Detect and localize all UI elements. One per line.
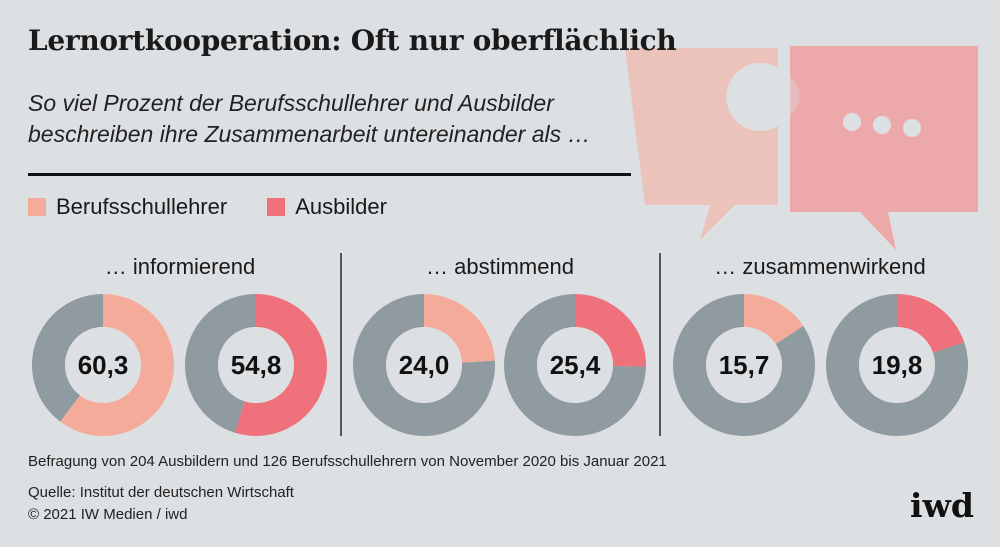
legend-swatch-berufsschullehrer (28, 198, 46, 216)
data-label-berufsschullehrer-2: 15,7 (719, 350, 770, 380)
group-divider (659, 253, 661, 436)
survey-note: Befragung von 204 Ausbildern und 126 Ber… (28, 453, 667, 470)
legend-item-berufsschullehrer: Berufsschullehrer (28, 194, 227, 220)
donut-slice-ausbilder-2 (897, 294, 965, 353)
group-title-informierend: … informierend (104, 254, 256, 279)
chart-title: Lernortkooperation: Oft nur oberflächlic… (28, 24, 677, 57)
donut-slice-ausbilder-0 (234, 294, 327, 436)
donut-rest-ausbilder-0 (185, 294, 256, 433)
donut-slice-berufsschullehrer-2 (744, 294, 804, 345)
legend-swatch-ausbilder (267, 198, 286, 216)
donut-slice-ausbilder-1 (575, 294, 647, 367)
group-divider (340, 253, 342, 436)
data-label-berufsschullehrer-0: 60,3 (78, 350, 129, 380)
donut-hole (706, 327, 782, 403)
donut-hole (218, 327, 294, 403)
legend-label-berufsschullehrer: Berufsschullehrer (56, 194, 228, 219)
copyright-note: © 2021 IW Medien / iwd (28, 506, 188, 523)
donut-rest-berufsschullehrer-1 (352, 294, 495, 436)
donut-rest-ausbilder-2 (825, 294, 968, 437)
donut-rest-ausbilder-1 (504, 294, 646, 436)
donut-slice-berufsschullehrer-0 (60, 294, 175, 436)
legend: Berufsschullehrer Ausbilder (28, 194, 427, 220)
group-title-zusammenwirkend: … zusammenwirkend (714, 254, 926, 279)
source-note: Quelle: Institut der deutschen Wirtschaf… (28, 484, 294, 501)
iwd-logo: iwd (909, 486, 974, 525)
legend-item-ausbilder: Ausbilder (267, 194, 387, 220)
data-label-ausbilder-0: 54,8 (231, 350, 282, 380)
donut-hole (537, 327, 613, 403)
legend-label-ausbilder: Ausbilder (295, 194, 387, 219)
donut-hole (65, 327, 141, 403)
data-label-ausbilder-1: 25,4 (550, 350, 601, 380)
title-rule (28, 173, 631, 176)
donut-rest-berufsschullehrer-0 (32, 294, 103, 422)
donut-hole (386, 327, 462, 403)
donut-rest-berufsschullehrer-2 (672, 294, 815, 436)
donut-hole (859, 327, 935, 403)
data-label-berufsschullehrer-1: 24,0 (399, 350, 450, 380)
donut-slice-berufsschullehrer-1 (424, 294, 495, 363)
data-label-ausbilder-2: 19,8 (872, 350, 923, 380)
chart-subtitle: So viel Prozent der Berufsschullehrer un… (28, 90, 591, 147)
group-title-abstimmend: … abstimmend (426, 254, 574, 279)
